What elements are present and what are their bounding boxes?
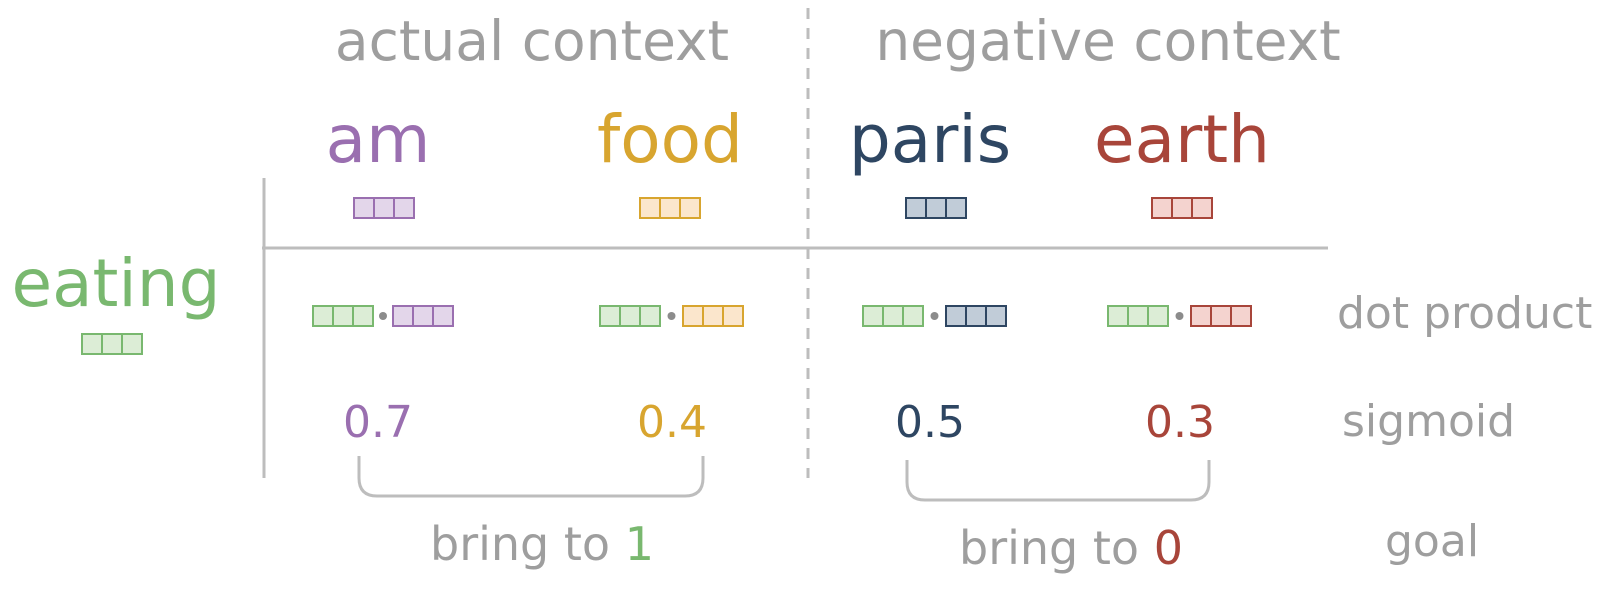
embedding-vectors xyxy=(81,197,1252,355)
target-word: eating xyxy=(12,245,221,322)
score-am: 0.7 xyxy=(343,397,413,448)
dot-operator-am xyxy=(379,312,387,320)
dot-left-vector-paris xyxy=(862,305,924,327)
dot-right-vector-am xyxy=(392,305,454,327)
context-vector-earth xyxy=(1151,197,1213,219)
goal-negative-value: 0 xyxy=(1154,521,1183,575)
score-paris: 0.5 xyxy=(895,397,965,448)
row-label-dot-product: dot product xyxy=(1337,288,1592,339)
score-earth: 0.3 xyxy=(1145,397,1215,448)
goal-actual-prefix: bring to xyxy=(430,517,625,571)
goal-negative: bring to 0 xyxy=(959,521,1183,575)
goal-actual-value: 1 xyxy=(625,517,654,571)
context-vector-paris xyxy=(905,197,967,219)
row-label-sigmoid: sigmoid xyxy=(1342,396,1515,447)
dot-left-vector-earth xyxy=(1107,305,1169,327)
dot-operator-food xyxy=(667,312,676,320)
actual-goal-bracket xyxy=(357,456,705,498)
goal-negative-prefix: bring to xyxy=(959,521,1154,575)
context-vector-am xyxy=(353,197,415,219)
context-word-am: am xyxy=(326,101,431,178)
goal-actual: bring to 1 xyxy=(430,517,654,571)
dot-right-vector-earth xyxy=(1190,305,1252,327)
target-vector xyxy=(81,333,143,355)
dot-left-vector-food xyxy=(599,305,661,327)
dot-left-vector-am xyxy=(312,305,374,327)
dot-right-vector-paris xyxy=(945,305,1007,327)
actual-context-header: actual context xyxy=(335,9,729,73)
dot-operator-earth xyxy=(1175,312,1184,320)
context-word-paris: paris xyxy=(849,101,1011,178)
score-food: 0.4 xyxy=(637,397,707,448)
negative-context-header: negative context xyxy=(875,9,1340,73)
dot-operator-paris xyxy=(930,312,939,320)
context-word-food: food xyxy=(597,101,743,178)
context-word-earth: earth xyxy=(1094,101,1270,178)
row-label-goal: goal xyxy=(1385,516,1479,567)
context-vector-food xyxy=(639,197,701,219)
negative-goal-bracket xyxy=(905,460,1211,502)
dot-right-vector-food xyxy=(682,305,744,327)
